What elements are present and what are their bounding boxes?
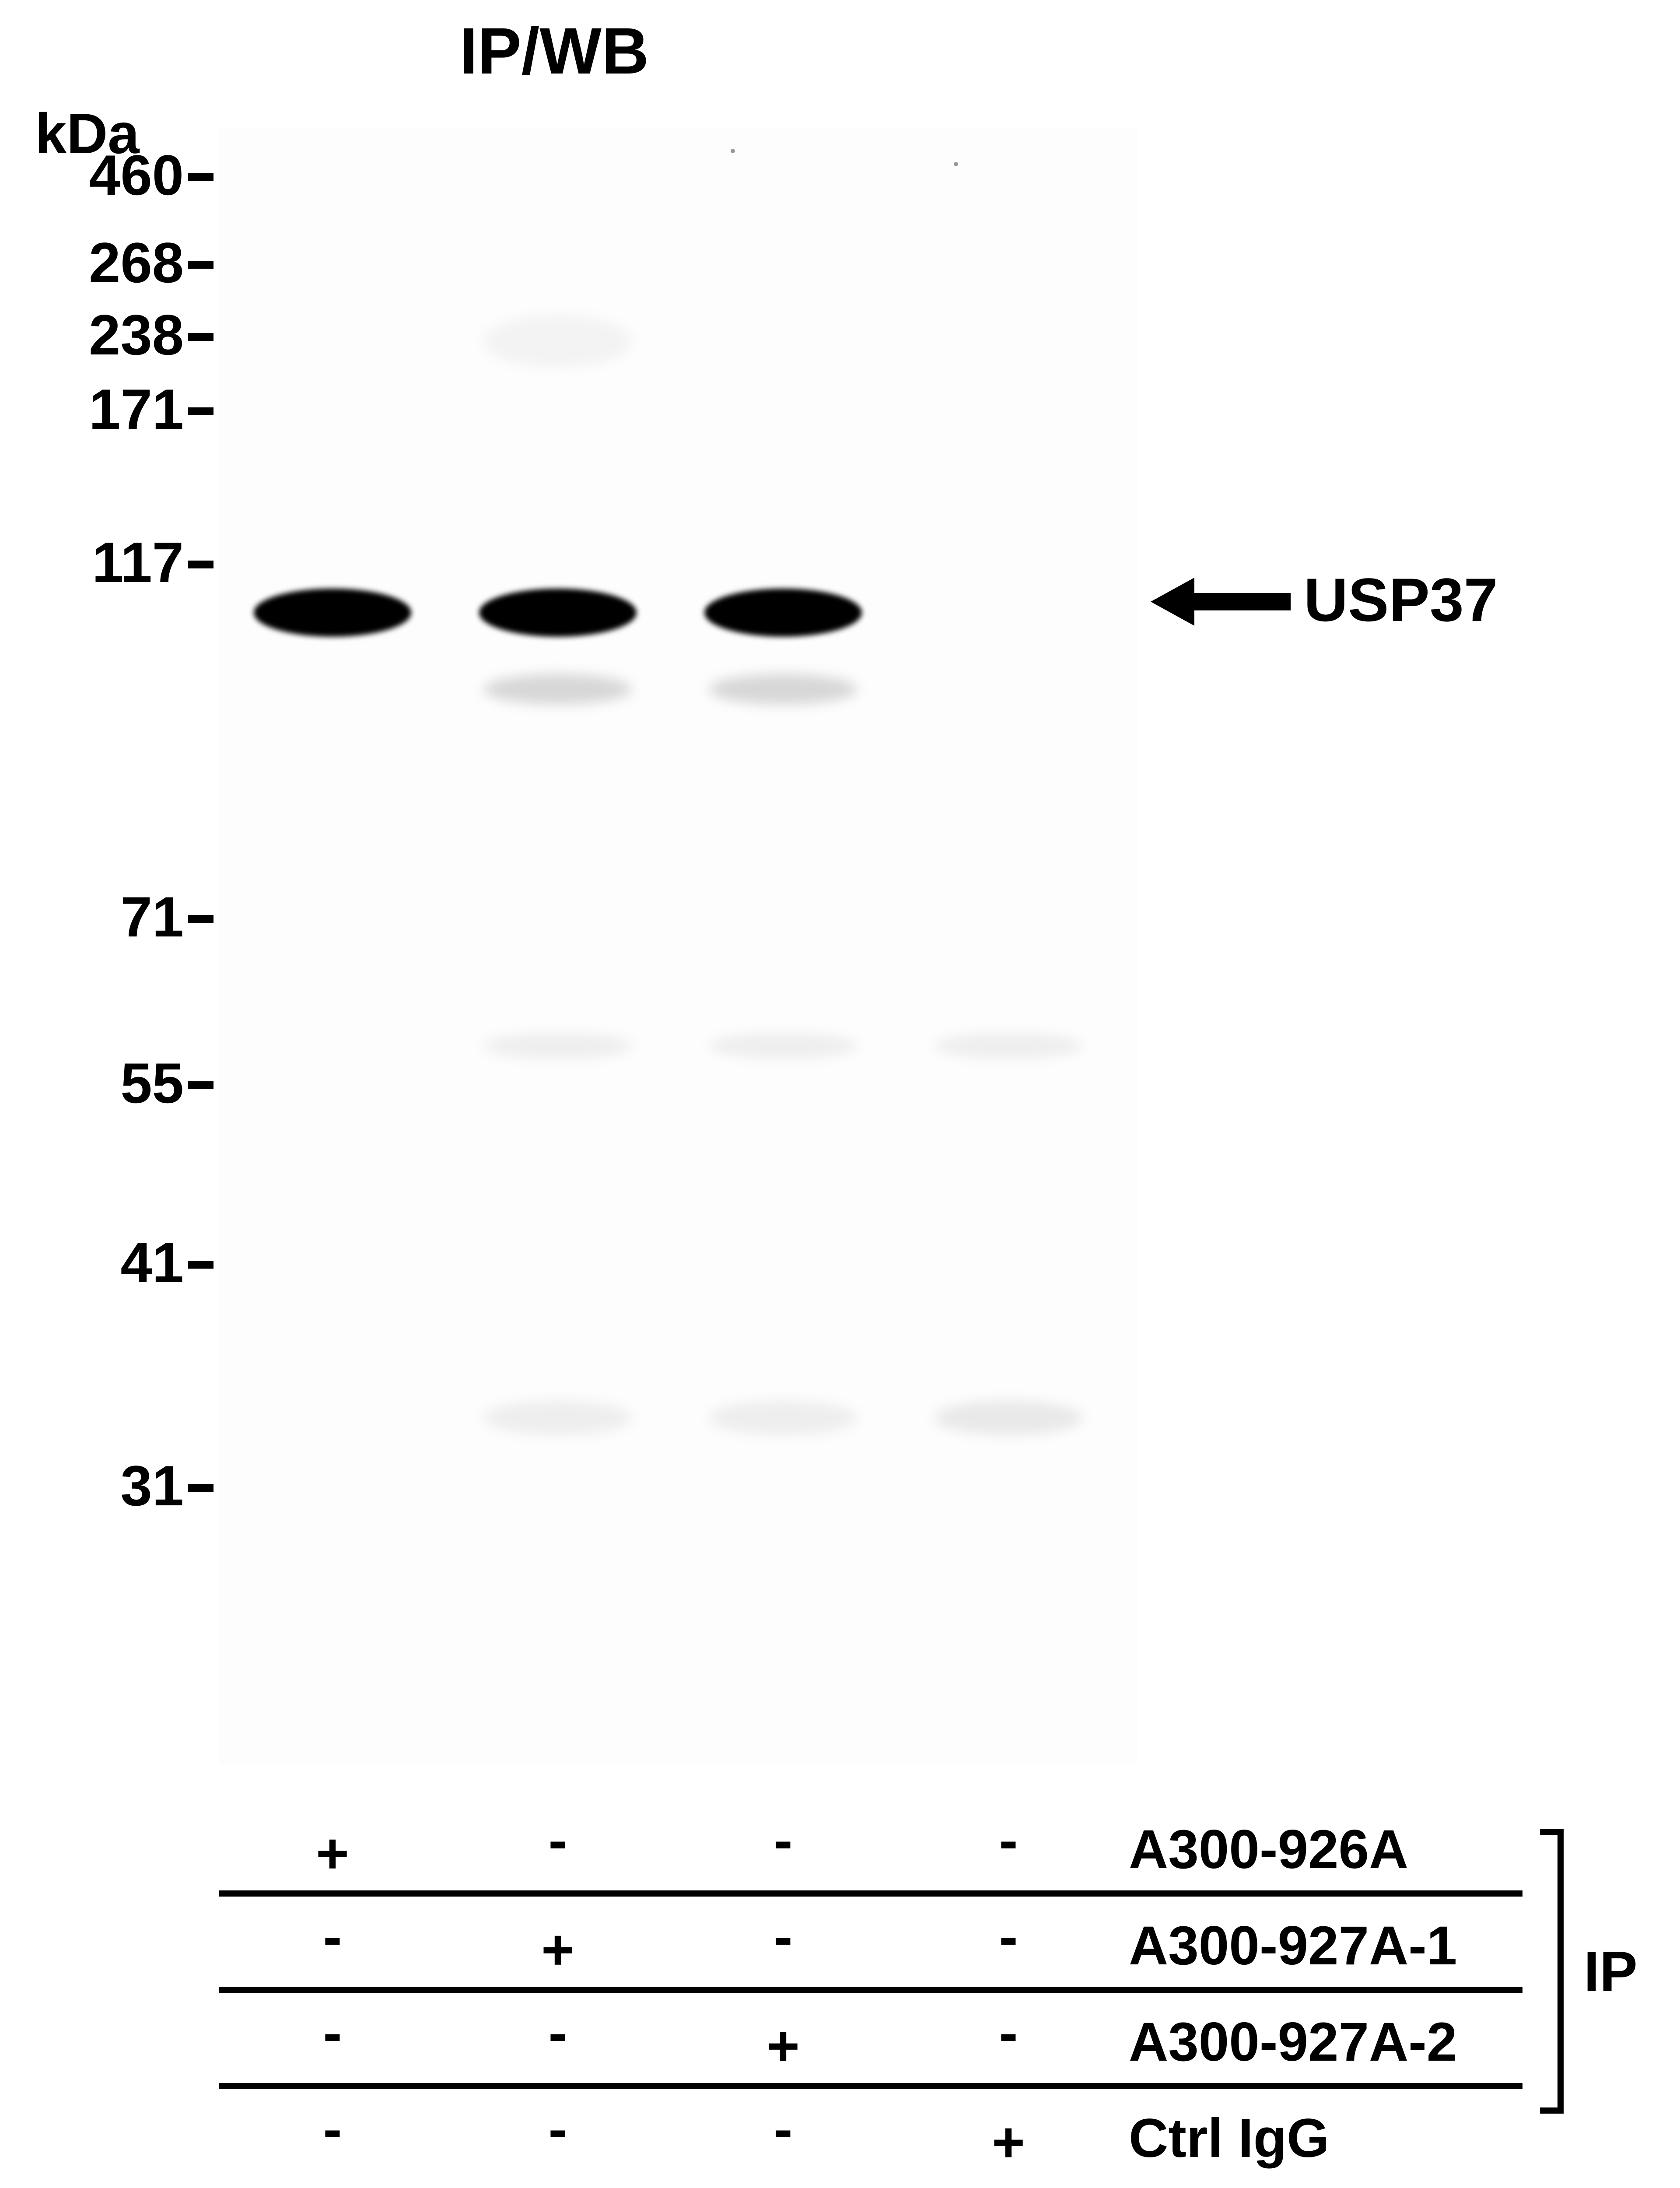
ip-bracket-top [1540,1829,1564,1835]
faint-band [483,1400,632,1435]
mw-label: 71 [35,884,184,950]
mw-tick [188,915,214,923]
figure-title: IP/WB [459,13,649,89]
antibody-label: A300-927A-1 [1129,1914,1457,1977]
table-cell: - [523,1807,593,1873]
table-cell: - [748,1807,818,1873]
faint-band [709,1400,858,1435]
mw-tick [188,407,214,415]
mw-label: 268 [35,230,184,295]
antibody-label: A300-926A [1129,1818,1408,1881]
table-cell: - [298,1904,368,1969]
mw-tick [188,173,214,181]
mw-label: 31 [35,1453,184,1518]
mw-tick [188,1081,214,1089]
table-cell: + [748,2013,818,2079]
antibody-label: A300-927A-2 [1129,2011,1457,2073]
usp37-band [704,589,862,637]
table-cell: + [973,2109,1043,2175]
faint-band [709,674,858,705]
mw-tick [188,561,214,568]
usp37-band [254,589,411,637]
table-cell: - [298,2096,368,2162]
faint-band [483,315,632,368]
antibody-label: Ctrl IgG [1129,2107,1329,2170]
table-cell: - [748,2096,818,2162]
table-cell: - [973,1904,1043,1969]
table-row-divider [219,1987,1522,1993]
mw-tick [188,1484,214,1492]
usp37-band [479,589,637,637]
faint-band [934,1033,1083,1059]
speck [954,162,958,166]
mw-label: 117 [35,529,184,595]
table-cell: - [523,2000,593,2065]
table-cell: - [973,1807,1043,1873]
mw-tick [188,261,214,269]
table-cell: - [973,2000,1043,2065]
band-label-usp37: USP37 [1304,565,1498,635]
table-cell: + [523,1917,593,1982]
faint-band [934,1400,1083,1435]
ip-label: IP [1584,1939,1638,2004]
faint-band [483,1033,632,1059]
table-row-divider [219,1890,1522,1897]
table-cell: - [523,2096,593,2162]
mw-label: 171 [35,376,184,442]
mw-tick [188,1261,214,1269]
band-arrow-head [1151,578,1194,626]
ip-bracket-bottom [1540,2107,1564,2114]
mw-label: 238 [35,302,184,368]
faint-band [483,674,632,705]
faint-band [709,1033,858,1059]
ip-bracket-vertical [1558,1829,1564,2114]
mw-label: 55 [35,1050,184,1116]
table-cell: - [748,1904,818,1969]
blot-membrane [219,127,1138,1764]
table-cell: + [298,1820,368,1886]
mw-label: 460 [35,142,184,208]
mw-label: 41 [35,1230,184,1295]
table-cell: - [298,2000,368,2065]
table-row-divider [219,2083,1522,2089]
mw-tick [188,333,214,341]
speck [731,149,735,153]
band-arrow-stem [1190,593,1291,610]
